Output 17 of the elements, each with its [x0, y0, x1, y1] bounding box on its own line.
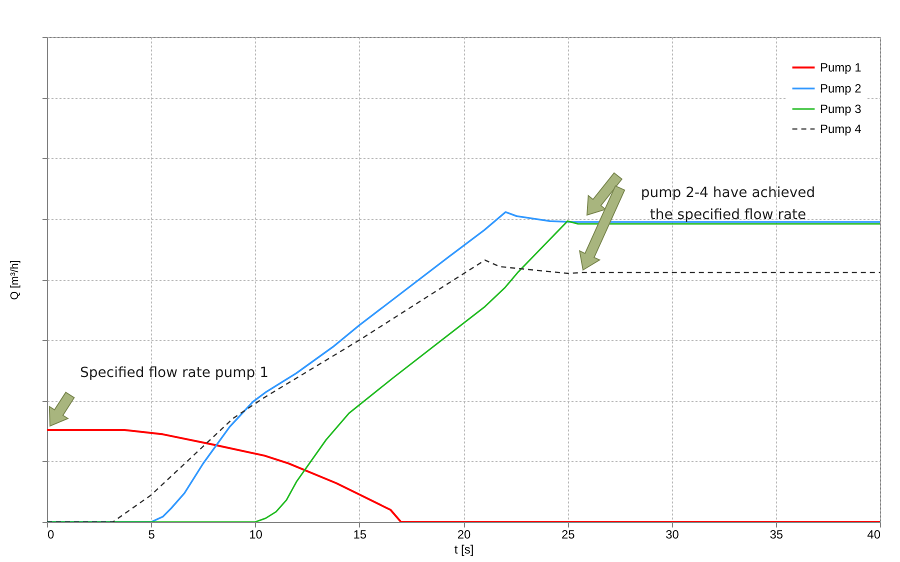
x-tick-label: 35	[770, 528, 784, 542]
legend-label: Pump 2	[820, 82, 862, 96]
x-tick-label: 10	[249, 528, 263, 542]
legend-label: Pump 3	[820, 102, 862, 116]
annotation: Specified flow rate pump 1	[80, 365, 269, 381]
x-tick-label: 20	[457, 528, 471, 542]
legend-label: Pump 1	[820, 60, 862, 74]
legend-label: Pump 4	[820, 122, 862, 136]
x-tick-label: 15	[353, 528, 367, 542]
x-tick-label: 5	[148, 528, 156, 542]
y-axis-title: Q [m³/h]	[9, 260, 21, 300]
x-tick-label: 40	[867, 528, 881, 542]
x-axis-title: t [s]	[454, 542, 474, 556]
annotation: pump 2-4 have achieved the specified flow rate	[640, 185, 816, 223]
x-tick-label: 30	[666, 528, 680, 542]
x-tick-label: 0	[48, 528, 54, 542]
x-tick-label: 25	[561, 528, 576, 542]
